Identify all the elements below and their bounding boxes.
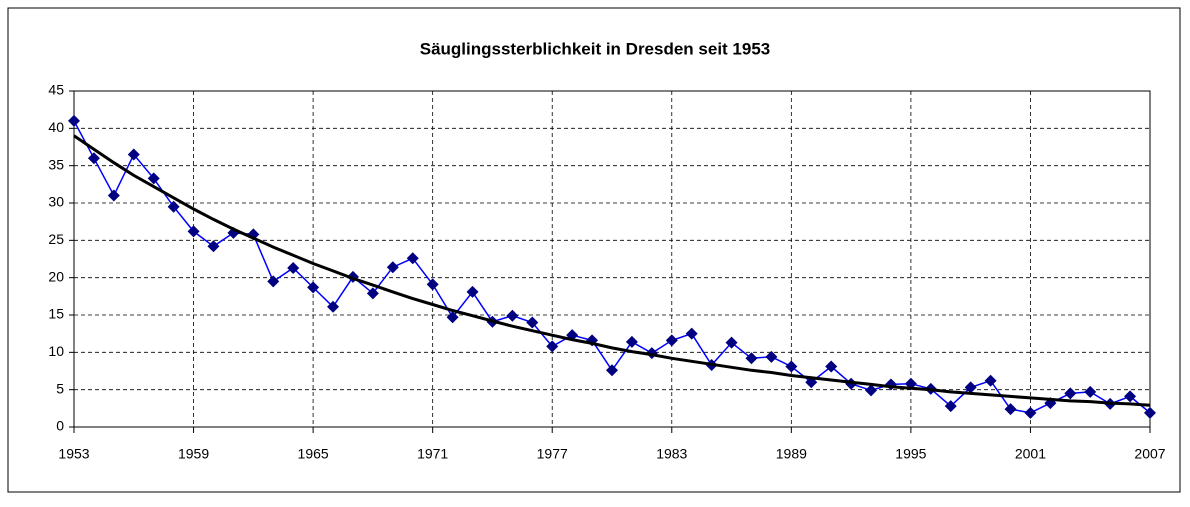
data-point	[1124, 390, 1137, 403]
data-point	[327, 300, 340, 313]
data-point	[167, 200, 180, 213]
data-point	[785, 360, 798, 373]
data-point	[825, 360, 838, 373]
y-tick-label: 35	[48, 156, 64, 172]
x-tick-label: 1995	[895, 446, 926, 462]
data-point	[287, 261, 300, 274]
chart-title: Säuglingssterblichkeit in Dresden seit 1…	[420, 39, 771, 58]
x-tick-label: 2007	[1134, 446, 1165, 462]
data-point	[267, 275, 280, 288]
series-line	[73, 134, 1151, 407]
plot-area	[73, 90, 1151, 428]
y-tick-label: 10	[48, 343, 64, 359]
x-tick-label: 1959	[178, 446, 209, 462]
y-tick-label: 45	[48, 82, 64, 98]
data-point	[68, 114, 80, 127]
x-tick-label: 1971	[417, 446, 448, 462]
data-point	[964, 381, 977, 394]
data-point	[466, 285, 479, 298]
y-tick-label: 20	[48, 268, 64, 284]
y-tick-label: 0	[56, 418, 64, 434]
data-point	[1004, 403, 1017, 416]
x-tick-label: 1965	[298, 446, 329, 462]
data-point	[745, 352, 758, 365]
data-point	[1084, 385, 1097, 398]
data-point	[366, 287, 379, 300]
data-point	[526, 316, 539, 329]
data-point	[606, 364, 618, 377]
data-point	[865, 384, 878, 397]
data-point	[386, 261, 399, 274]
data-point	[107, 189, 120, 202]
y-tick-label: 5	[56, 380, 64, 396]
data-point	[506, 309, 519, 322]
data-point	[1024, 406, 1037, 419]
x-tick-label: 2001	[1015, 446, 1046, 462]
y-tick-label: 30	[48, 194, 64, 210]
x-tick-label: 1953	[58, 446, 89, 462]
data-point	[984, 374, 997, 387]
data-point	[446, 311, 459, 324]
data-point	[406, 252, 419, 265]
data-point	[1064, 387, 1077, 400]
data-point	[426, 278, 439, 291]
x-tick-label: 1989	[776, 446, 807, 462]
data-point	[765, 350, 778, 363]
x-tick-label: 1983	[656, 446, 687, 462]
data-point	[665, 334, 678, 347]
data-point	[725, 336, 738, 349]
y-tick-label: 25	[48, 231, 64, 247]
data-point	[1144, 406, 1156, 419]
y-tick-label: 40	[48, 119, 64, 135]
y-tick-label: 15	[48, 306, 64, 322]
data-point	[187, 225, 200, 238]
data-point	[625, 335, 638, 348]
chart-frame	[7, 7, 1181, 493]
data-point	[307, 281, 320, 294]
data-point	[207, 240, 220, 253]
data-point	[685, 327, 698, 340]
data-point	[127, 148, 140, 161]
data-point	[87, 152, 100, 165]
data-point	[147, 172, 160, 185]
x-tick-label: 1977	[537, 446, 568, 462]
data-point	[546, 340, 559, 353]
data-point	[944, 400, 957, 413]
